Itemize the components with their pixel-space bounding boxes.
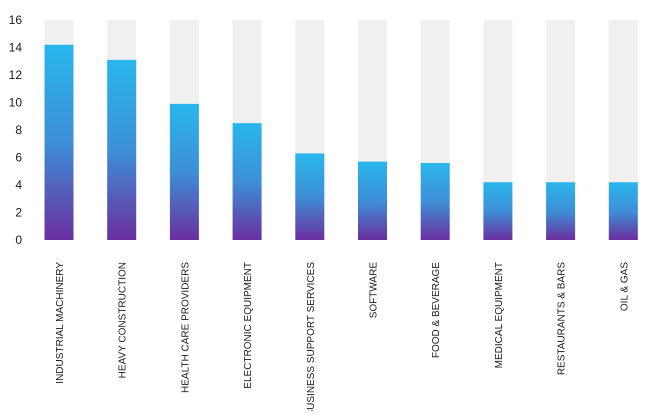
- x-tick-label: FOOD & BEVERAGE: [431, 262, 442, 358]
- bar: [420, 163, 450, 240]
- y-tick-label: 12: [9, 68, 23, 82]
- y-tick-label: 14: [9, 41, 23, 55]
- y-tick-label: 16: [9, 13, 23, 27]
- bar: [483, 182, 513, 240]
- bar: [232, 123, 262, 240]
- x-tick-label: RESTAURANTS & BARS: [557, 262, 568, 375]
- y-tick-label: 10: [9, 96, 23, 110]
- y-tick-label: 6: [15, 151, 22, 165]
- bar: [295, 153, 325, 240]
- x-tick-label: HEALTH CARE PROVIDERS: [180, 262, 191, 393]
- bar: [107, 59, 137, 240]
- bar: [546, 182, 576, 240]
- x-axis-labels: INDUSTRIAL MACHINERY HEAVY CONSTRUCTION HE…: [55, 262, 630, 416]
- bar: [358, 161, 387, 240]
- bar: [44, 44, 74, 240]
- y-tick-label: 2: [15, 206, 22, 220]
- data-bars: [44, 44, 638, 240]
- x-tick-label: SOFTWARE: [369, 262, 380, 319]
- x-tick-label: INDUSTRIAL MACHINERY: [55, 262, 66, 384]
- x-tick-label: ELECTRONIC EQUIPMENT: [243, 262, 254, 389]
- y-axis-ticks: 0 2 4 6 8 10 12 14 16: [9, 13, 23, 247]
- x-tick-label: BUSINESS SUPPORT SERVICES: [306, 262, 317, 411]
- y-tick-label: 8: [15, 123, 22, 137]
- y-tick-label: 4: [15, 178, 22, 192]
- y-tick-label: 0: [15, 233, 22, 247]
- bar: [169, 103, 199, 240]
- bar: [608, 182, 638, 240]
- x-tick-label: OIL & GAS: [619, 262, 630, 311]
- x-tick-label: MEDICAL EQUIPMENT: [494, 262, 505, 368]
- x-tick-label: HEAVY CONSTRUCTION: [118, 262, 129, 378]
